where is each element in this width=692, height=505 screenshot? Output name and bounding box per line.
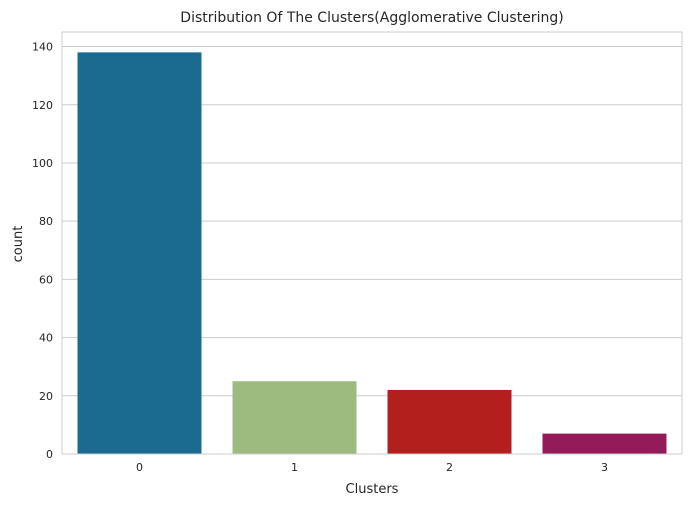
x-tick-label: 0 — [136, 461, 143, 474]
y-tick-label: 140 — [32, 41, 53, 54]
x-tick-labels: 0 1 2 3 — [136, 461, 608, 474]
y-tick-label: 0 — [46, 448, 53, 461]
chart-title: Distribution Of The Clusters(Agglomerati… — [180, 10, 563, 26]
x-axis-label: Clusters — [346, 482, 399, 497]
y-tick-labels: 0 20 40 60 80 100 120 140 — [32, 41, 53, 461]
y-tick-label: 20 — [39, 390, 53, 403]
y-tick-label: 80 — [39, 215, 53, 228]
x-tick-label: 3 — [601, 461, 608, 474]
bar-cluster-0 — [77, 52, 202, 455]
bar-cluster-1 — [232, 381, 357, 454]
bar-cluster-2 — [387, 389, 512, 454]
bars — [77, 52, 667, 455]
plot-frame — [61, 31, 683, 455]
y-axis-label: count — [11, 226, 26, 263]
y-tick-label: 60 — [39, 273, 53, 286]
y-tick-label: 120 — [32, 99, 53, 112]
x-tick-label: 1 — [291, 461, 298, 474]
y-tick-label: 40 — [39, 332, 53, 345]
bar-cluster-3 — [542, 433, 667, 454]
y-tick-label: 100 — [32, 157, 53, 170]
x-tick-label: 2 — [446, 461, 453, 474]
